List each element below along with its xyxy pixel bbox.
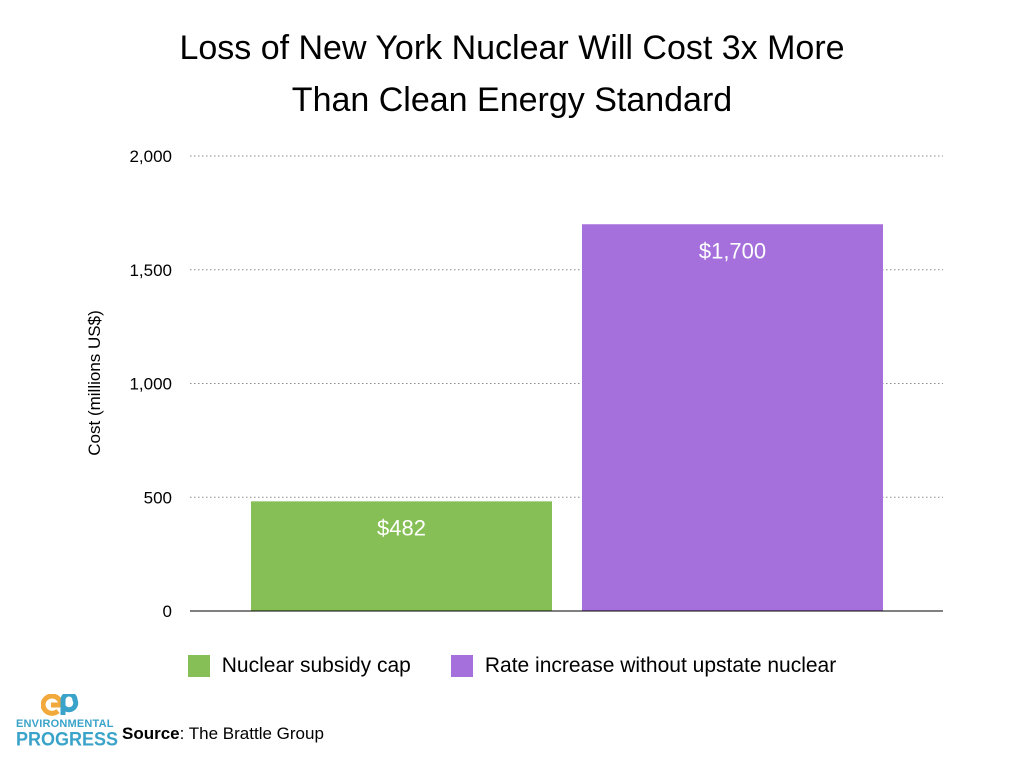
chart-title: Loss of New York Nuclear Will Cost 3x Mo… <box>0 22 1024 126</box>
y-tick-label: 0 <box>163 602 172 621</box>
bar-data-label: $482 <box>377 515 426 540</box>
logo-text-progress: PROGRESS <box>16 728 119 750</box>
bar-data-label: $1,700 <box>699 238 766 263</box>
gridlines <box>190 155 943 498</box>
y-tick-label: 1,500 <box>129 261 172 280</box>
y-tick-label: 1,000 <box>129 375 172 394</box>
bar-nuclear-subsidy-cap <box>251 501 552 611</box>
chart-title-line-1: Loss of New York Nuclear Will Cost 3x Mo… <box>179 29 845 67</box>
legend-label: Rate increase without upstate nuclear <box>484 654 837 677</box>
legend-item-rate-increase: Rate increase without upstate nuclear <box>450 654 837 678</box>
source-label: Source <box>122 724 180 743</box>
bar-rate-increase <box>582 224 883 611</box>
legend: Nuclear subsidy cap Rate increase withou… <box>0 654 1024 678</box>
ep-logo-icon <box>41 694 79 716</box>
logo-text-environmental: ENVIRONMENTAL <box>16 718 114 730</box>
y-tick-label: 2,000 <box>129 147 172 166</box>
source-note: Source: The Brattle Group <box>122 724 324 744</box>
legend-item-nuclear-subsidy-cap: Nuclear subsidy cap <box>187 654 411 678</box>
legend-swatch-green <box>187 655 210 677</box>
source-text: : The Brattle Group <box>179 724 324 743</box>
bars <box>251 224 883 611</box>
environmental-progress-logo: ENVIRONMENTAL PROGRESS <box>16 694 119 750</box>
chart-title-line-2: Than Clean Energy Standard <box>291 81 733 119</box>
legend-swatch-purple <box>450 655 473 677</box>
y-tick-label: 500 <box>144 488 172 507</box>
y-axis-title: Cost (millions US$) <box>85 310 104 455</box>
labels: 0 500 1,000 1,500 2,000 $482 $1,700 Cost (milli… <box>85 147 766 621</box>
legend-label: Nuclear subsidy cap <box>221 654 411 677</box>
